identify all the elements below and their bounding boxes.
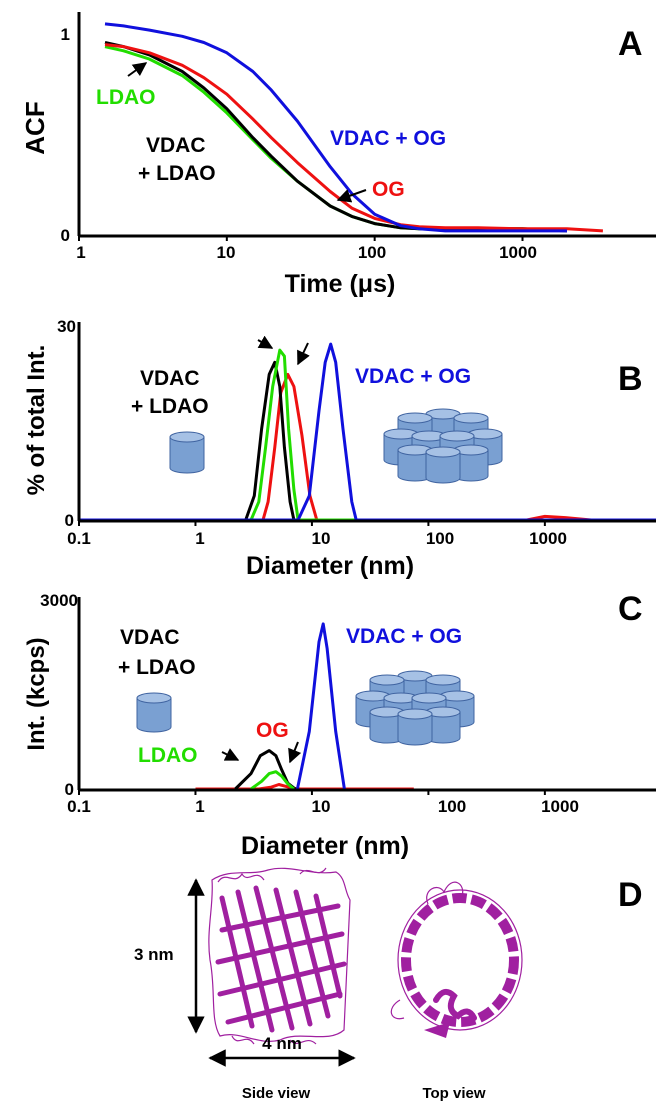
panel-c-arrow-og — [288, 741, 302, 764]
panel-c-y-axis-title: Int. (kcps) — [23, 637, 50, 750]
panel-c: 3000 0 0.1 1 10 100 1000 Diameter (nm) I… — [23, 590, 656, 860]
panel-c-series-line-3 — [295, 622, 346, 790]
height-label: 3 nm — [134, 945, 174, 964]
panel-b-annot-vdac: VDAC — [140, 367, 200, 390]
panel-c-label: C — [618, 590, 643, 628]
cylinder-top-2 — [425, 674, 461, 686]
panel-a-xtick-10: 10 — [217, 243, 236, 262]
panel-c-monomer-cylinder-icon — [136, 692, 172, 733]
panel-c-series-line-0 — [195, 783, 414, 791]
panel-b-plot — [78, 342, 656, 526]
side-view-structure — [208, 867, 351, 1045]
panel-a-xtick-1: 1 — [76, 243, 85, 262]
panel-b-xtick-100: 100 — [426, 529, 454, 548]
panel-b-xtick-1000: 1000 — [529, 529, 567, 548]
panel-b-label: B — [618, 360, 643, 398]
panel-d: D — [134, 867, 643, 1102]
panel-a-ytick-1: 1 — [61, 25, 70, 44]
panel-c-series-line-2 — [250, 770, 295, 791]
panel-b-series-line-2 — [79, 348, 656, 522]
panel-c-xtick-1: 1 — [195, 797, 204, 816]
panel-a-label: A — [618, 25, 643, 63]
panel-b-series-line-3 — [79, 342, 656, 522]
panel-a-ytick-0: 0 — [61, 226, 70, 245]
panel-a-annot-vdac: VDAC — [146, 134, 206, 157]
panel-a-arrow-og — [336, 189, 367, 203]
panel-c-xtick-10: 10 — [312, 797, 331, 816]
panel-c-xtick-1000: 1000 — [541, 797, 579, 816]
panel-c-annot-vdac: VDAC — [120, 626, 180, 649]
panel-a-series-line-2 — [104, 43, 603, 233]
panel-a-y-axis-title: ACF — [20, 101, 50, 154]
panel-b-annot-plus-ldao: + LDAO — [131, 395, 209, 418]
panel-a-xtick-1000: 1000 — [499, 243, 537, 262]
cylinder-top-9 — [397, 708, 433, 720]
panel-c-ytick-3000: 3000 — [40, 591, 78, 610]
panel-b-ytick-30: 30 — [57, 317, 76, 336]
cylinder-top-1 — [369, 674, 405, 686]
panel-a-annot-vdac-og: VDAC + OG — [330, 127, 446, 150]
cylinder-body-9 — [397, 714, 433, 746]
width-label: 4 nm — [262, 1034, 302, 1053]
panel-c-annot-vdac-og: VDAC + OG — [346, 625, 462, 648]
panel-b: 30 0 0.1 1 10 100 1000 Diameter (nm) % o… — [23, 317, 656, 580]
top-view-structure — [390, 881, 523, 1038]
panel-b-xtick-10: 10 — [312, 529, 331, 548]
panel-a: 1 0 1 10 100 1000 Time (μs) ACF A LDAO V… — [20, 12, 656, 298]
panel-a-series-line-3 — [104, 22, 567, 233]
cylinder-top-1 — [397, 412, 433, 424]
panel-c-annot-og: OG — [256, 719, 289, 742]
panel-c-arrow-ldao — [221, 748, 240, 761]
top-view-caption: Top view — [422, 1085, 485, 1102]
side-view-caption: Side view — [242, 1085, 311, 1102]
panel-a-xtick-100: 100 — [358, 243, 386, 262]
panel-c-oligomer-cylinders-icon — [355, 670, 475, 746]
cylinder-top-2 — [453, 412, 489, 424]
panel-b-oligomer-cylinders-icon — [383, 408, 503, 484]
panel-b-y-axis-title: % of total Int. — [23, 345, 50, 496]
panel-b-xtick-0-1: 0.1 — [67, 529, 91, 548]
cylinder-top-6 — [411, 692, 447, 704]
panel-c-annot-plus-ldao: + LDAO — [118, 656, 196, 679]
panel-c-annot-ldao: LDAO — [138, 744, 198, 767]
panel-c-xtick-0-1: 0.1 — [67, 797, 91, 816]
panel-a-x-axis-title: Time (μs) — [285, 270, 396, 298]
panel-a-annot-ldao: LDAO — [96, 86, 156, 109]
panel-a-plot — [78, 22, 603, 241]
panel-b-xtick-1: 1 — [195, 529, 204, 548]
cylinder-top-6 — [439, 430, 475, 442]
panel-b-annot-vdac-og: VDAC + OG — [355, 365, 471, 388]
panel-b-series-line-1 — [79, 360, 656, 522]
panel-a-annot-og: OG — [372, 178, 405, 201]
panel-b-series-line-0 — [79, 372, 656, 522]
panel-b-arrow-left — [257, 335, 274, 349]
panel-c-x-axis-title: Diameter (nm) — [241, 832, 409, 860]
panel-b-monomer-cylinder-icon — [169, 431, 205, 474]
panel-d-label: D — [618, 876, 643, 914]
panel-b-x-axis-title: Diameter (nm) — [246, 552, 414, 580]
panel-a-annot-plus-ldao: + LDAO — [138, 162, 216, 185]
cylinder-body-9 — [425, 452, 461, 484]
cylinder-top-9 — [425, 446, 461, 458]
panel-c-xtick-100: 100 — [438, 797, 466, 816]
panel-a-arrow-ldao — [127, 62, 148, 77]
panel-b-arrow-right — [297, 342, 310, 366]
panel-b-ytick-0: 0 — [65, 511, 74, 530]
panel-c-ytick-0: 0 — [65, 780, 74, 799]
